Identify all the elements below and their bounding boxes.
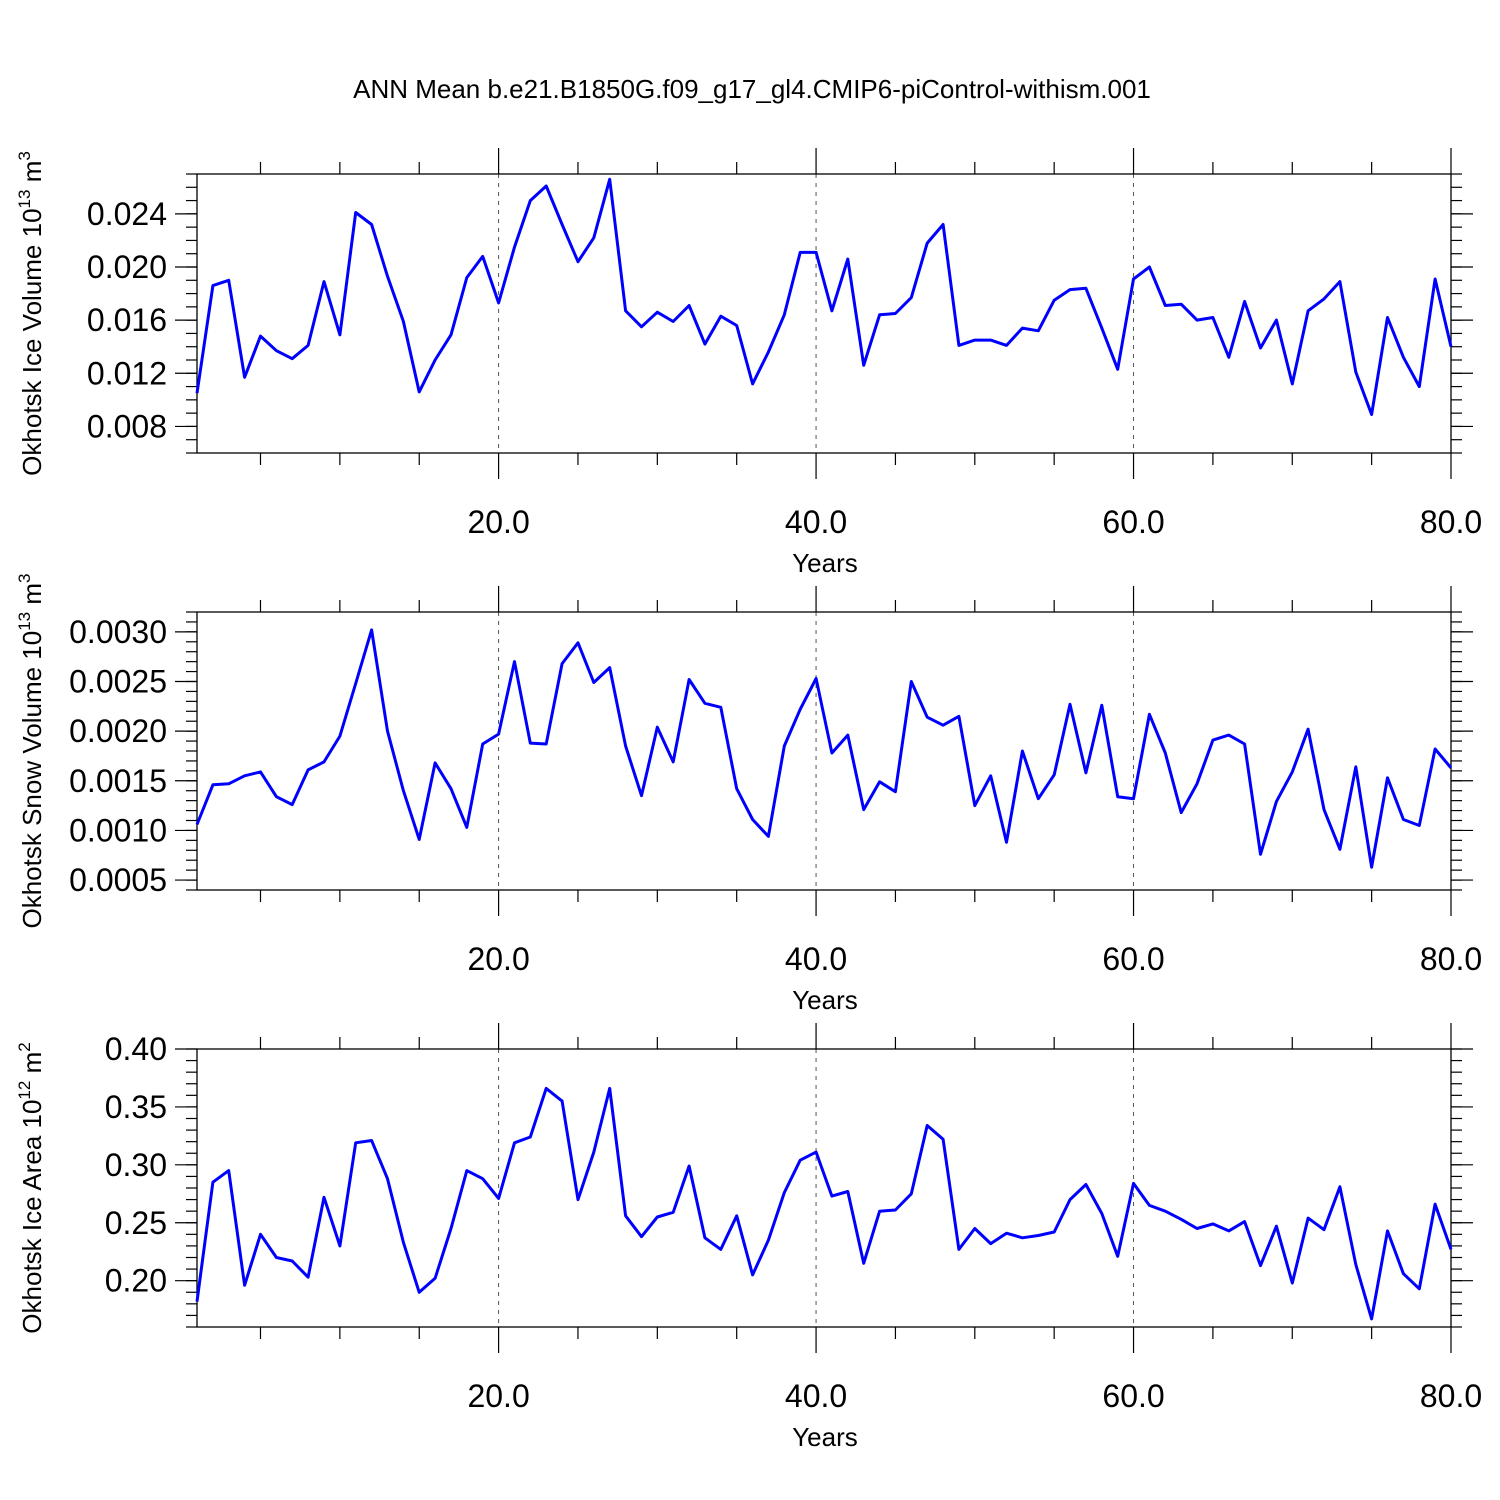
snow-volume-y-axis-label: Okhotsk Snow Volume 1013 m3 [15,574,47,929]
ice-area-ytick-label: 0.30 [105,1147,167,1183]
ice-volume-ytick-label: 0.016 [87,302,167,338]
ice-volume-series-line [195,177,1453,416]
snow-volume-plot-frame [196,611,1452,891]
ice-area-ytick-label: 0.20 [105,1263,167,1299]
snow-volume-xtick-label: 40.0 [785,941,847,977]
ice-volume-xtick-label: 20.0 [467,504,529,540]
snow-volume-ytick-label: 0.0020 [69,713,167,749]
ice-volume-y-axis-label: Okhotsk Ice Volume 1013 m3 [15,151,47,476]
figure-title: ANN Mean b.e21.B1850G.f09_g17_gl4.CMIP6-… [353,74,1151,104]
ice-area-series-line [195,1086,1453,1321]
ice-area-ytick-label: 0.35 [105,1089,167,1125]
ice-area-ytick-label: 0.40 [105,1031,167,1067]
ice-area-xtick-label: 60.0 [1102,1378,1164,1414]
snow-volume-ytick-label: 0.0010 [69,812,167,848]
snow-volume-xtick-label: 60.0 [1102,941,1164,977]
ice-volume-xtick-label: 40.0 [785,504,847,540]
snow-volume-series-line [195,628,1453,869]
ice-volume-ytick-label: 0.012 [87,355,167,391]
snow-volume-xtick-label: 80.0 [1420,941,1482,977]
snow-volume-ytick-label: 0.0030 [69,614,167,650]
ice-area-y-axis-label: Okhotsk Ice Area 1012 m2 [15,1042,47,1333]
snow-volume-ytick-label: 0.0005 [69,862,167,898]
ice-area-xtick-label: 20.0 [467,1378,529,1414]
ice-area-plot-frame [196,1048,1452,1328]
ice-volume-xtick-label: 80.0 [1420,504,1482,540]
ice-volume-x-axis-label: Years [792,548,858,578]
snow-volume-x-axis-label: Years [792,985,858,1015]
ice-volume-ytick-label: 0.008 [87,408,167,444]
ice-volume-plot-frame [196,173,1452,454]
ice-area-xtick-label: 40.0 [785,1378,847,1414]
ice-area-x-axis-label: Years [792,1422,858,1452]
panel-ice-volume: 0.008 0.012 0.016 0.020 0.024 20.0 40.0 60.0 80.… [15,148,1482,578]
ice-area-xtick-label: 80.0 [1420,1378,1482,1414]
ice-volume-xtick-label: 60.0 [1102,504,1164,540]
snow-volume-xtick-label: 20.0 [467,941,529,977]
ice-volume-ytick-label: 0.020 [87,249,167,285]
panel-ice-area: 0.20 0.25 0.30 0.35 0.40 20.0 40.0 60.0 80.0 Year… [15,1023,1482,1452]
panel-snow-volume: 0.0005 0.0010 0.0015 0.0020 0.0025 0.0030 20.0… [15,574,1482,1016]
snow-volume-ytick-label: 0.0025 [69,664,167,700]
ice-area-ytick-label: 0.25 [105,1205,167,1241]
snow-volume-ytick-label: 0.0015 [69,763,167,799]
ice-volume-ytick-label: 0.024 [87,196,167,232]
